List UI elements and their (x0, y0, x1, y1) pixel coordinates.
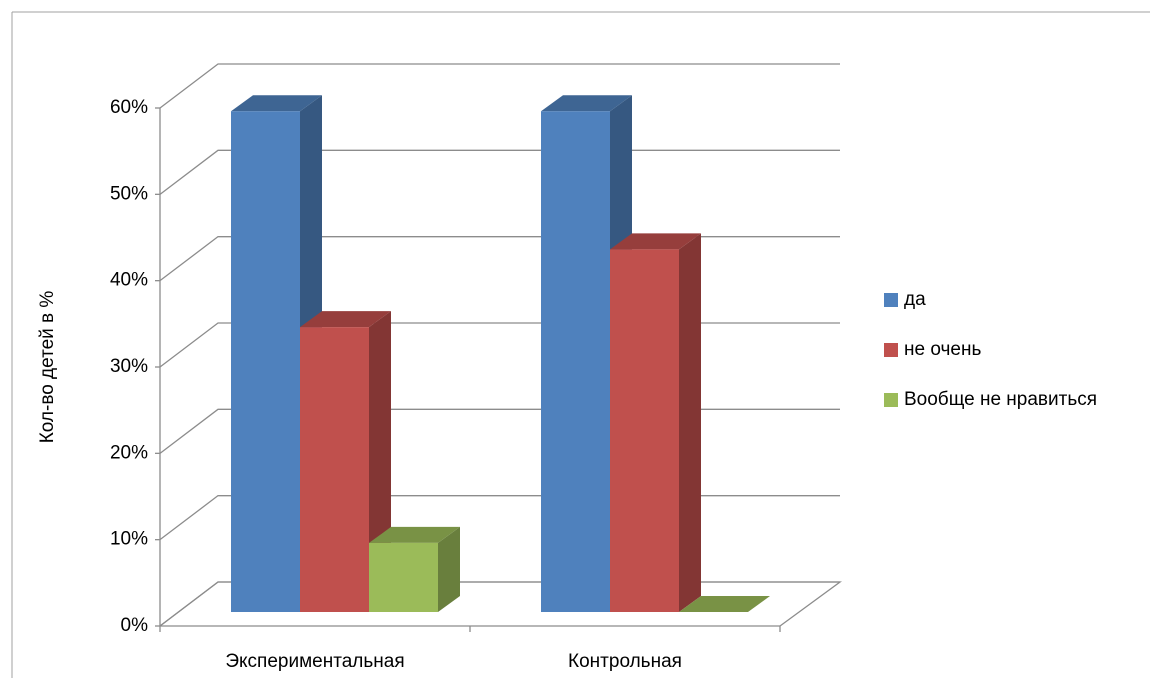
bar-side (438, 526, 460, 612)
bar-top (679, 596, 770, 612)
bar (610, 233, 701, 612)
bar-front (369, 542, 438, 612)
legend-swatch (884, 343, 898, 357)
bar-top (541, 95, 632, 112)
bar-front (610, 249, 679, 612)
grid-line (159, 63, 840, 109)
y-tick-label: 20% (110, 442, 148, 463)
bar-front (541, 111, 610, 613)
bar-top (300, 311, 391, 328)
bar (679, 596, 770, 612)
bar-top (369, 526, 460, 543)
legend-label: не очень (904, 339, 981, 360)
y-tick-label: 30% (110, 356, 148, 377)
legend-swatch (884, 293, 898, 307)
legend-label: да (904, 289, 926, 310)
y-tick-label: 10% (110, 529, 148, 550)
bar-top (610, 233, 701, 250)
y-tick-label: 40% (110, 270, 148, 291)
y-axis-title: Кол-во детей в % (37, 291, 58, 444)
x-tick-label: Контрольная (568, 651, 682, 672)
bar-front (231, 111, 300, 613)
legend-swatch (884, 393, 898, 407)
y-tick-label: 60% (110, 97, 148, 118)
bar (369, 526, 460, 612)
bar-front (300, 327, 369, 612)
legend-label: Вообще не нравиться (904, 389, 1097, 410)
y-tick-label: 0% (121, 615, 149, 636)
bar-top (231, 95, 322, 112)
y-tick-label: 50% (110, 183, 148, 204)
x-tick-label: Экспериментальная (225, 651, 404, 672)
grid-line (159, 149, 840, 195)
bar-side (679, 233, 701, 612)
